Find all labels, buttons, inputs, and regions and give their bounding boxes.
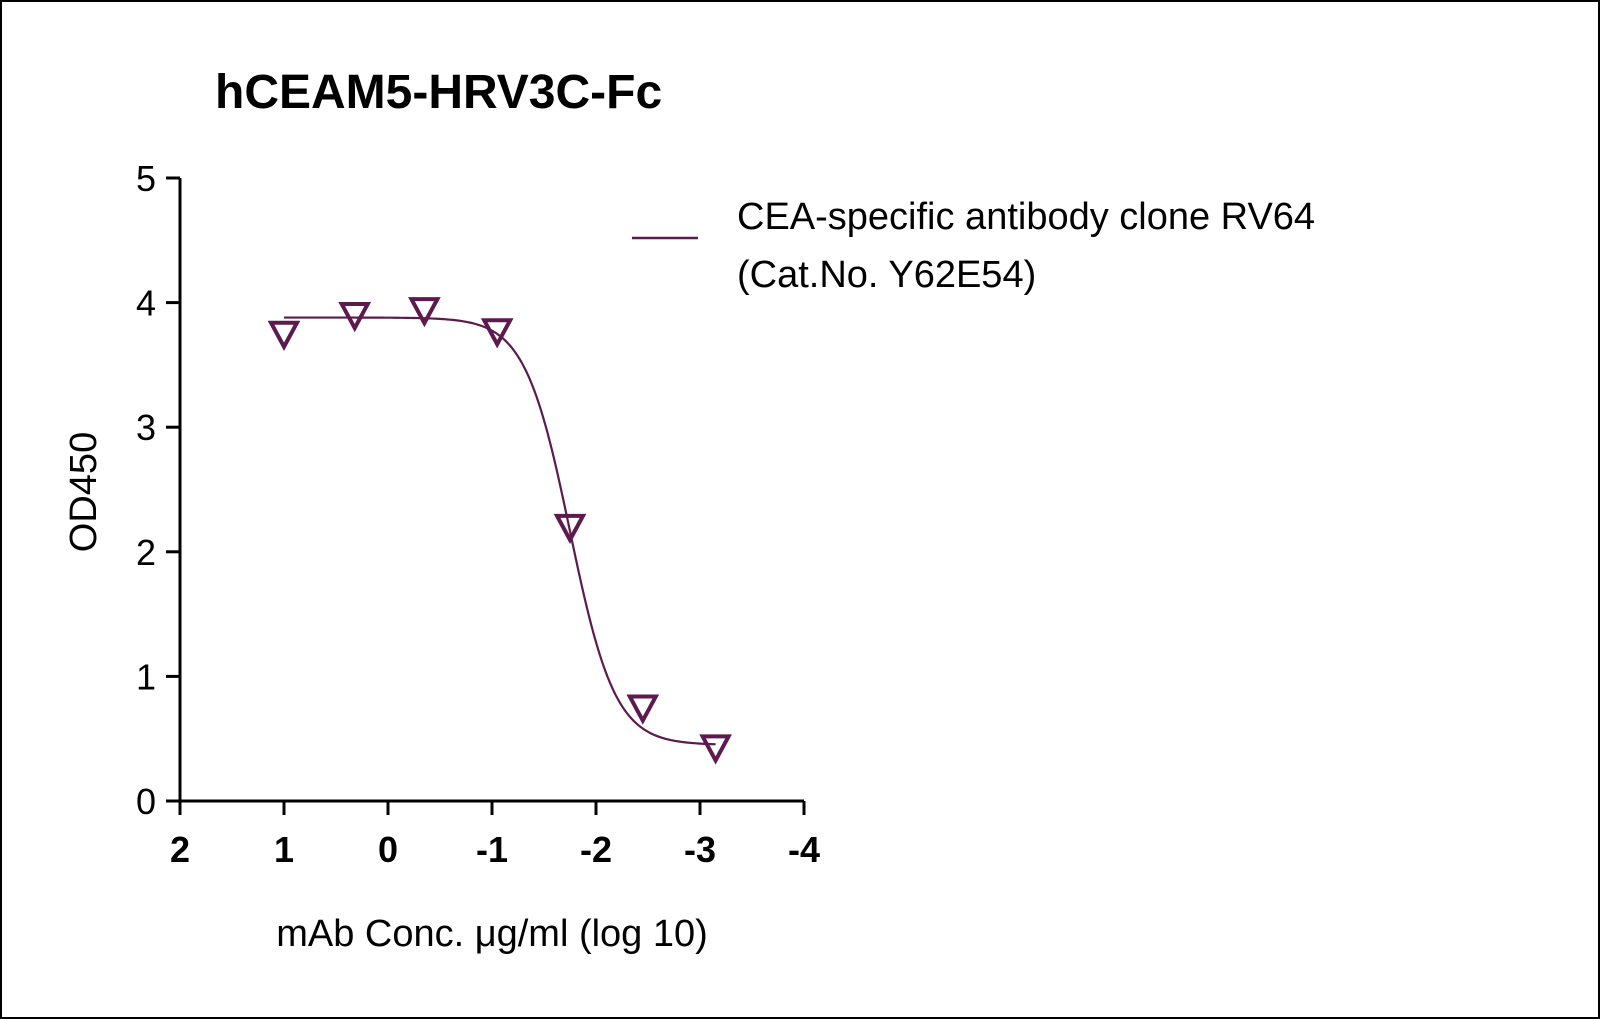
x-tick-label: 2 — [170, 829, 190, 870]
x-tick-label: 1 — [274, 829, 294, 870]
y-axis: 0 1 2 3 4 5 — [136, 158, 182, 822]
x-tick-label: -3 — [684, 829, 716, 870]
x-tick-label: 0 — [378, 829, 398, 870]
y-axis-label: OD450 — [63, 432, 105, 552]
data-point — [338, 302, 372, 333]
x-axis-label: mAb Conc. μg/ml (log 10) — [276, 913, 708, 955]
data-points-layer — [267, 297, 732, 765]
y-tick-label: 4 — [136, 283, 156, 324]
x-tick-label: -2 — [580, 829, 612, 870]
data-point — [408, 297, 441, 328]
data-point — [267, 320, 301, 351]
chart-title: hCEAM5-HRV3C-Fc — [215, 66, 662, 119]
y-tick-label: 2 — [136, 532, 156, 573]
legend-label-line-2: (Cat.No. Y62E54) — [737, 254, 1036, 296]
data-point — [699, 734, 732, 765]
y-tick-label: 0 — [136, 781, 156, 822]
y-tick-label: 1 — [136, 656, 156, 697]
x-tick-label: -4 — [788, 829, 820, 870]
data-point — [626, 694, 660, 725]
data-point — [480, 318, 514, 349]
x-axis: 2 1 0 -1 -2 -3 -4 — [170, 799, 820, 870]
y-tick-label: 3 — [136, 407, 156, 448]
legend-label-line-1: CEA-specific antibody clone RV64 — [737, 196, 1315, 238]
x-tick-label: -1 — [476, 829, 508, 870]
y-tick-label: 5 — [136, 158, 156, 199]
fit-curve-layer — [284, 316, 716, 746]
data-point — [553, 513, 587, 545]
fit-curve — [284, 316, 716, 746]
legend: CEA-specific antibody clone RV64 (Cat.No… — [632, 196, 1315, 296]
